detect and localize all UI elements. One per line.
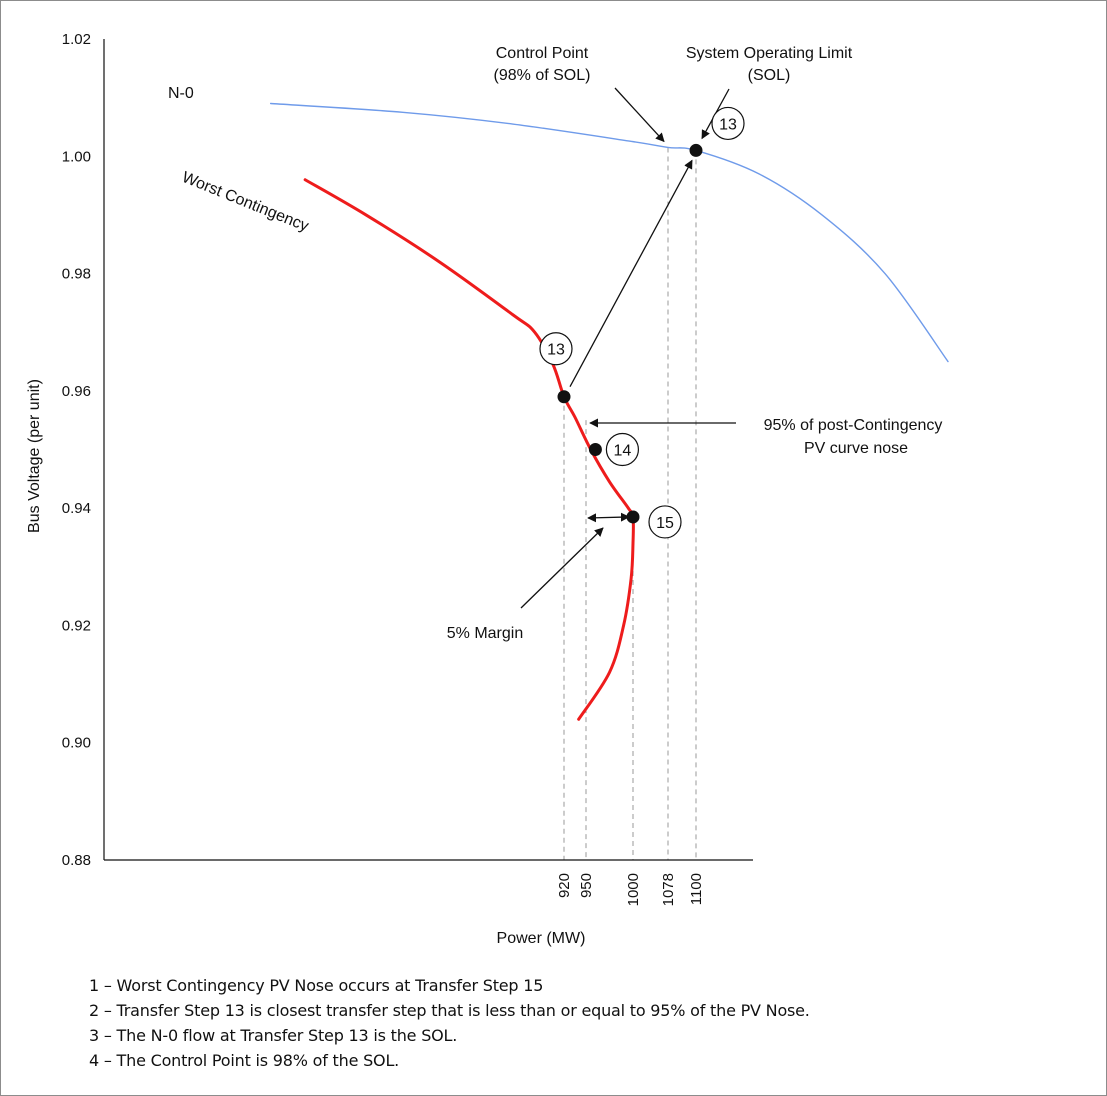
y-tick-labels: 0.88 0.90 0.92 0.94 0.96 0.98 1.00 1.02 <box>62 31 91 869</box>
y-tick-label: 1.00 <box>62 148 91 165</box>
footnote-1: 1 – Worst Contingency PV Nose occurs at … <box>89 976 544 995</box>
y-tick-label: 0.92 <box>62 617 91 634</box>
axes <box>103 39 753 861</box>
y-tick-label: 0.94 <box>62 500 91 517</box>
sol-label-2: (SOL) <box>748 67 791 84</box>
x-tick-label: 1100 <box>688 873 705 905</box>
footnote-2: 2 – Transfer Step 13 is closest transfer… <box>89 1001 810 1020</box>
y-tick-label: 0.96 <box>62 383 91 400</box>
pv-curve-chart: 0.88 0.90 0.92 0.94 0.96 0.98 1.00 1.02 920 950 1… <box>26 31 949 947</box>
series-n0-line <box>269 102 949 363</box>
margin-double-arrow <box>587 512 630 523</box>
y-tick-label: 1.02 <box>62 31 91 48</box>
series-lines <box>269 102 949 721</box>
step-label: 13 <box>547 342 565 359</box>
x-tick-label: 1000 <box>625 873 642 906</box>
x-tick-label: 920 <box>556 873 573 898</box>
step-point <box>557 390 571 404</box>
footnote-4: 4 – The Control Point is 98% of the SOL. <box>89 1051 400 1070</box>
step-label-circle <box>539 332 573 366</box>
footnotes: 1 – Worst Contingency PV Nose occurs at … <box>89 973 810 1073</box>
x-tick-label: 1078 <box>660 873 677 906</box>
guide-lines <box>563 147 697 860</box>
y-tick-label: 0.90 <box>62 735 91 752</box>
step-point <box>588 443 602 456</box>
step-points: 13 13 14 15 <box>539 106 745 539</box>
x-axis-title: Power (MW) <box>497 930 586 947</box>
x-tick-labels: 920 950 1000 1078 1100 <box>556 873 705 906</box>
y-tick-label: 0.88 <box>62 852 91 869</box>
margin-arrow <box>520 527 604 609</box>
step-label-circle <box>605 432 640 467</box>
annotation-arrows <box>520 87 736 609</box>
nose-95-label-2: PV curve nose <box>804 440 908 457</box>
step-point <box>626 510 640 524</box>
step-label: 13 <box>719 116 737 133</box>
y-tick-label: 0.98 <box>62 266 91 283</box>
control-point-label-1: Control Point <box>496 45 589 62</box>
step-label-circle <box>648 505 682 539</box>
step-label-circle <box>711 106 745 141</box>
step-label: 14 <box>614 443 632 460</box>
step-label: 15 <box>656 515 674 532</box>
step13-to-sol-arrow <box>569 159 693 388</box>
series-label-n0: N-0 <box>168 85 194 102</box>
step-point <box>689 143 703 157</box>
footnote-3: 3 – The N-0 flow at Transfer Step 13 is … <box>89 1026 458 1045</box>
x-tick-label: 950 <box>578 873 595 898</box>
nose-95-label-1: 95% of post-Contingency <box>764 417 943 434</box>
y-axis-title: Bus Voltage (per unit) <box>26 379 43 533</box>
sol-label-1: System Operating Limit <box>686 45 853 62</box>
control-point-arrow <box>614 87 665 143</box>
series-label-worst-contingency: Worst Contingency <box>180 169 311 235</box>
series-worst-contingency-line <box>303 178 635 721</box>
control-point-label-2: (98% of SOL) <box>494 67 591 84</box>
margin-label: 5% Margin <box>447 625 523 642</box>
